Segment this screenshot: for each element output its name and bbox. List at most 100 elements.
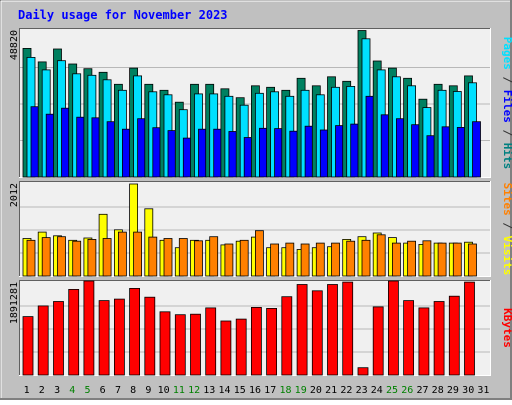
bar-pages-14 [228,131,238,178]
x-axis: 1 2 3 4 5 6 7 8 9 10 11 12 13 14 15 16 17 18 19 20 21 22 23 24 2… [24,385,490,396]
bar-kbytes-18 [281,296,293,376]
x-tick-label: 30 [462,385,474,396]
bar-kbytes-15 [235,318,247,376]
bar-kbytes-11 [174,314,186,376]
bar-pages-1 [30,106,40,178]
bar-kbytes-5 [83,280,95,376]
bar-pages-4 [76,116,86,178]
bar-pages-18 [289,130,299,178]
bar-sites-12 [194,240,203,277]
bar-kbytes-4 [68,288,80,376]
bar-pages-23 [365,95,375,178]
y-legend-part: Files [501,90,512,123]
panel-kbytes: 1891281 KBytes [9,280,512,376]
bar-kbytes-3 [53,301,64,376]
x-tick-label: 12 [188,385,200,396]
bar-sites-20 [315,242,325,277]
y-legend-part: KBytes [501,308,512,348]
bar-kbytes-30 [464,281,475,376]
bar-kbytes-25 [387,280,399,376]
bar-sites-18 [285,242,295,277]
bar-pages-29 [456,127,466,178]
bar-kbytes-19 [296,284,308,376]
x-tick-label: 21 [325,385,337,396]
bar-kbytes-10 [159,311,171,376]
bar-sites-24 [376,234,386,277]
bar-sites-6 [102,238,112,277]
x-tick-label: 26 [401,385,413,396]
x-tick-label: 17 [264,385,276,396]
bar-sites-13 [209,236,219,277]
y-legend-part: Sites [501,183,512,216]
bar-sites-3 [57,236,66,277]
bar-kbytes-27 [418,307,430,376]
bar-kbytes-13 [205,307,217,376]
x-tick-label: 6 [100,385,106,396]
x-tick-label: 14 [218,385,230,396]
x-tick-label: 22 [340,385,352,396]
x-tick-label: 7 [115,385,121,396]
bar-kbytes-24 [372,306,384,376]
bar-sites-19 [300,243,310,277]
bar-pages-20 [319,129,329,178]
x-tick-label: 8 [130,385,136,396]
bar-kbytes-17 [266,307,278,376]
bar-sites-11 [178,238,188,277]
x-tick-label: 29 [447,385,459,396]
y-legend-part: / [501,216,512,236]
bar-kbytes-8 [129,287,141,376]
x-tick-label: 15 [234,385,246,396]
bar-sites-30 [468,243,477,277]
bar-sites-26 [407,240,417,277]
bar-sites-28 [437,242,447,277]
bar-pages-7 [122,128,131,178]
bar-kbytes-7 [114,298,125,376]
x-tick-label: 24 [371,385,383,396]
bar-sites-25 [391,242,401,277]
y-tick-max: 1891281 [9,282,20,324]
y-legend-label: Sites / Visits [501,183,512,276]
bar-kbytes-6 [98,300,110,376]
x-tick-label: 19 [295,385,307,396]
x-tick-label: 2 [39,385,45,396]
x-tick-label: 25 [386,385,398,396]
bar-sites-10 [163,238,173,277]
bar-sites-16 [254,230,264,277]
bar-sites-29 [452,242,462,277]
bar-pages-25 [395,118,405,178]
chart-title: Daily usage for November 2023 [18,8,228,22]
bar-sites-14 [224,243,234,277]
x-tick-label: 31 [477,385,489,396]
x-tick-label: 13 [203,385,215,396]
bar-sites-1 [26,239,36,277]
bar-sites-4 [72,240,82,277]
x-tick-label: 9 [145,385,151,396]
bar-pages-10 [167,130,177,178]
bar-sites-21 [331,242,340,277]
x-tick-label: 28 [432,385,444,396]
y-legend-part: Hits [501,143,512,170]
bar-kbytes-29 [448,295,460,376]
bar-kbytes-1 [22,316,34,376]
bar-kbytes-14 [220,320,232,376]
bar-kbytes-12 [190,313,201,376]
bar-sites-15 [239,239,249,277]
y-legend-part: Pages [501,37,512,70]
bar-sites-27 [422,240,432,277]
bar-kbytes-26 [403,300,415,376]
bar-pages-27 [426,135,436,178]
bar-sites-8 [133,231,143,277]
bar-kbytes-23 [357,367,369,376]
x-tick-label: 5 [84,385,90,396]
bar-sites-17 [270,243,280,277]
x-tick-label: 3 [54,385,60,396]
y-legend-label: KBytes [501,308,512,348]
bar-pages-16 [258,127,268,178]
y-legend-part: / [501,123,512,143]
bar-pages-21 [335,125,344,178]
x-tick-label: 18 [279,385,291,396]
y-tick-max: 2012 [9,183,20,207]
bar-kbytes-22 [342,281,354,376]
